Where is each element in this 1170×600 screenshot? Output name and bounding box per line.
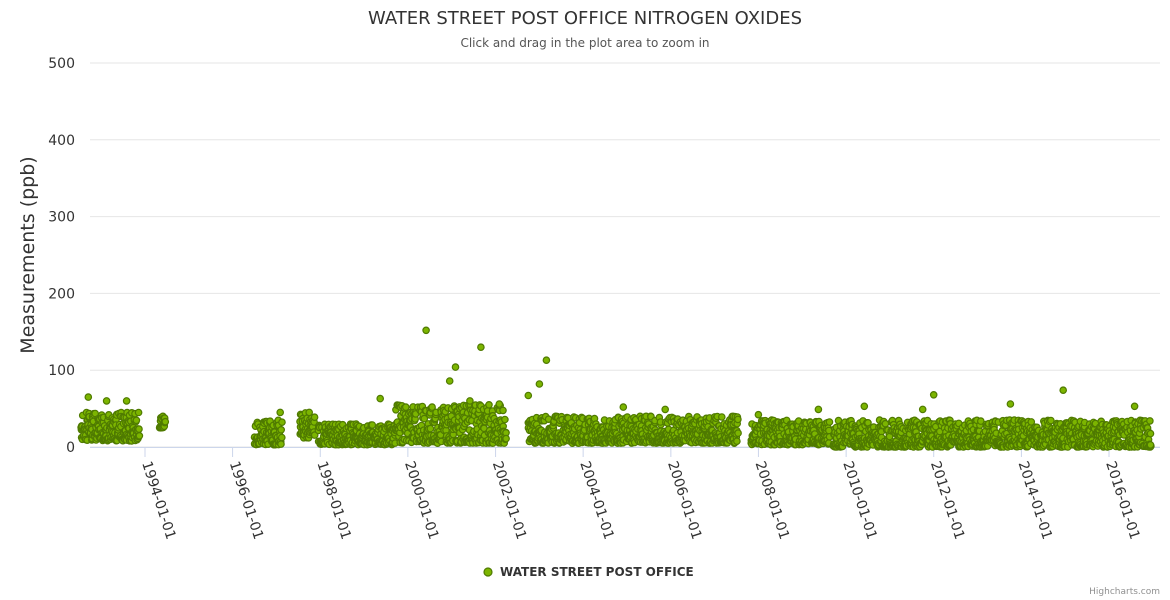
x-tick-label: 2014-01-01 <box>1015 459 1055 541</box>
data-point-peak[interactable] <box>451 363 460 371</box>
data-point-peak[interactable] <box>445 377 454 385</box>
x-tick-label: 1996-01-01 <box>226 459 266 541</box>
x-tick-label: 2006-01-01 <box>664 459 704 541</box>
data-point-peak[interactable] <box>542 356 551 365</box>
y-axis-label: Measurements (ppb) <box>17 156 39 353</box>
data-point[interactable] <box>1027 418 1036 426</box>
data-point-peak[interactable] <box>1006 400 1015 408</box>
data-point[interactable] <box>825 418 834 426</box>
x-tick-label: 2016-01-01 <box>1102 459 1142 541</box>
plot-area[interactable] <box>77 326 1155 451</box>
x-tick-label: 2002-01-01 <box>489 459 529 541</box>
y-tick-label: 500 <box>48 56 75 72</box>
data-point-peak[interactable] <box>619 403 628 411</box>
grid <box>90 62 1160 448</box>
data-point[interactable] <box>502 434 510 443</box>
data-point-peak[interactable] <box>754 410 763 419</box>
x-tick-label: 2004-01-01 <box>576 459 616 541</box>
data-point-peak[interactable] <box>422 326 430 335</box>
y-tick-label: 300 <box>48 210 75 226</box>
x-tick-label: 2010-01-01 <box>839 459 879 541</box>
x-tick-label: 1998-01-01 <box>313 459 353 541</box>
data-point-peak[interactable] <box>305 408 314 417</box>
data-point-peak[interactable] <box>661 405 670 414</box>
y-tick-label: 200 <box>48 286 75 302</box>
data-point-peak[interactable] <box>524 391 533 400</box>
data-point-peak[interactable] <box>276 408 285 417</box>
data-point[interactable] <box>161 417 170 426</box>
data-point[interactable] <box>734 415 742 424</box>
legend-label[interactable]: WATER STREET POST OFFICE <box>500 565 694 579</box>
data-point-peak[interactable] <box>929 390 938 399</box>
data-point[interactable] <box>277 440 285 448</box>
data-point-peak[interactable] <box>860 402 869 411</box>
x-axis: 1994-01-01 1996-01-01 1998-01-01 2000-01-01… <box>90 447 1160 542</box>
data-point-peak[interactable] <box>376 394 385 403</box>
data-point[interactable] <box>1146 417 1154 425</box>
data-point[interactable] <box>132 416 141 425</box>
data-point[interactable] <box>1146 429 1155 438</box>
chart-title: WATER STREET POST OFFICE NITROGEN OXIDES <box>368 8 802 29</box>
data-point[interactable] <box>1146 441 1155 449</box>
data-point-peak[interactable] <box>814 405 823 414</box>
data-point[interactable] <box>428 403 436 411</box>
x-tick-label: 1994-01-01 <box>138 459 178 541</box>
data-point[interactable] <box>135 431 144 440</box>
data-point[interactable] <box>1047 416 1055 425</box>
data-point[interactable] <box>976 417 985 425</box>
data-point[interactable] <box>310 413 319 422</box>
chart-subtitle: Click and drag in the plot area to zoom … <box>460 36 709 50</box>
data-point-peak[interactable] <box>401 403 410 411</box>
y-axis: 0 100 200 300 400 500 <box>48 56 75 456</box>
data-point[interactable] <box>733 437 741 446</box>
data-point-peak[interactable] <box>122 397 131 405</box>
data-point[interactable] <box>277 425 286 434</box>
data-point-peak[interactable] <box>102 397 111 405</box>
data-point-peak[interactable] <box>1130 402 1139 411</box>
data-point[interactable] <box>420 414 429 423</box>
y-tick-label: 100 <box>48 363 75 379</box>
data-point-peak[interactable] <box>918 405 927 414</box>
data-point[interactable] <box>277 433 286 442</box>
data-point-peak[interactable] <box>84 393 93 401</box>
data-point[interactable] <box>426 424 435 433</box>
legend-marker <box>483 567 493 577</box>
x-tick-label: 2000-01-01 <box>401 459 441 541</box>
data-point-peak[interactable] <box>466 397 474 405</box>
legend[interactable]: WATER STREET POST OFFICE <box>483 565 694 579</box>
credits-link[interactable]: Highcharts.com <box>1089 587 1160 597</box>
data-point[interactable] <box>278 418 286 427</box>
data-point[interactable] <box>499 406 507 415</box>
data-point[interactable] <box>134 408 143 417</box>
y-tick-label: 0 <box>66 440 75 456</box>
data-point[interactable] <box>485 400 493 409</box>
data-point[interactable] <box>501 415 509 424</box>
data-point-peak[interactable] <box>1059 386 1068 395</box>
data-point[interactable] <box>881 419 890 428</box>
data-point[interactable] <box>734 429 742 437</box>
data-point-peak[interactable] <box>495 400 504 408</box>
data-point[interactable] <box>717 413 726 421</box>
y-tick-label: 400 <box>48 133 75 149</box>
data-point[interactable] <box>368 421 377 429</box>
x-tick-label: 2012-01-01 <box>927 459 967 541</box>
x-tick-label: 2008-01-01 <box>752 459 792 541</box>
data-point[interactable] <box>135 425 143 433</box>
data-point-peak[interactable] <box>477 343 485 352</box>
data-point-peak[interactable] <box>535 380 544 388</box>
